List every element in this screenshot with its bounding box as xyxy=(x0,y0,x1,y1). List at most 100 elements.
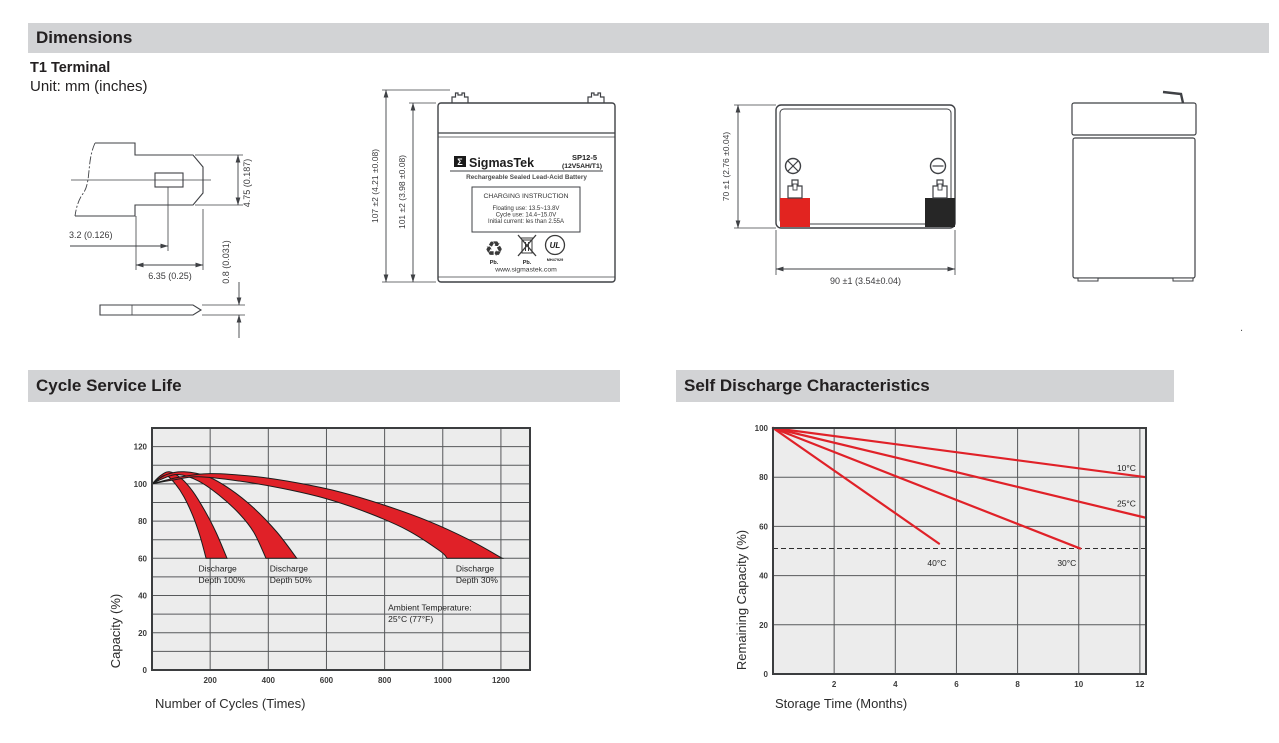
top-view-tab-right xyxy=(932,179,948,199)
x-tick-label: 1200 xyxy=(492,676,510,685)
charging-line2: Cycle use: 14.4~15.0V xyxy=(496,213,557,219)
charging-instruction-box xyxy=(471,186,581,233)
annotation-25-c: 25°C xyxy=(1117,499,1136,509)
y-tick-label: 60 xyxy=(759,522,768,531)
svg-text:Ambient Temperature:: Ambient Temperature: xyxy=(388,602,471,612)
annotation-40-c: 40°C xyxy=(927,558,946,568)
battery-type-line: Rechargeable Sealed Lead-Acid Battery xyxy=(466,174,587,181)
blade-top-view xyxy=(99,304,203,316)
svg-text:30°C: 30°C xyxy=(1057,558,1076,568)
svg-text:Discharge: Discharge xyxy=(456,563,495,573)
svg-text:25°C (77°F): 25°C (77°F) xyxy=(388,614,433,624)
negative-terminal-black-block xyxy=(925,198,955,227)
annotation-10-c: 10°C xyxy=(1117,463,1136,473)
plot-area xyxy=(773,428,1146,674)
charging-title: CHARGING INSTRUCTION xyxy=(484,193,569,200)
dim-hole-offset-label: 3.2 (0.126) xyxy=(69,230,113,240)
side-terminal-tab xyxy=(1162,90,1185,104)
x-axis-title: Number of Cycles (Times) xyxy=(155,696,305,711)
product-label: Σ SigmasTek SP12-5 (12V5AH/T1) Rechargea… xyxy=(450,153,603,274)
battery-front-view-drawing: 107 ±2 (4.21 ±0.08) 101 ±2 (3.98 ±0.08) … xyxy=(370,89,616,283)
x-tick-label: 2 xyxy=(832,680,837,689)
section-header-cycle-life: Cycle Service Life xyxy=(28,370,620,402)
y-tick-label: 20 xyxy=(759,621,768,630)
brand-name: SigmasTek xyxy=(469,156,534,170)
sigma-logo-letter: Σ xyxy=(457,157,463,167)
y-tick-label: 100 xyxy=(134,480,148,489)
plot-frame xyxy=(151,427,531,671)
model-number: SP12-5 xyxy=(572,153,597,162)
dim-container-height-label: 101 ±2 (3.98 ±0.08) xyxy=(397,155,407,229)
y-tick-label: 0 xyxy=(143,666,148,675)
x-tick-label: 8 xyxy=(1015,680,1020,689)
dim-blade-height-label: 4.75 (0.187) xyxy=(242,159,252,208)
pb-bin-label: Pb. xyxy=(523,260,532,266)
line-10-c xyxy=(771,426,1148,479)
x-tick-label: 12 xyxy=(1135,680,1144,689)
y-tick-label: 40 xyxy=(759,572,768,581)
y-tick-label: 40 xyxy=(138,592,147,601)
svg-text:Depth 30%: Depth 30% xyxy=(456,575,498,585)
x-tick-label: 600 xyxy=(320,676,334,685)
y-tick-label: 80 xyxy=(138,517,147,526)
unit-note: Unit: mm (inches) xyxy=(30,78,148,95)
side-view-outline xyxy=(1071,90,1197,282)
svg-text:Discharge: Discharge xyxy=(270,563,309,573)
stray-mark: . xyxy=(1240,322,1244,334)
x-tick-label: 10 xyxy=(1074,680,1083,689)
top-view-tab-left xyxy=(787,179,803,199)
front-view-outline xyxy=(382,89,616,283)
terminal-type-label: T1 Terminal xyxy=(30,60,111,76)
front-terminal-right xyxy=(587,92,605,103)
terminal-outline xyxy=(70,142,245,338)
top-view-outline xyxy=(734,104,956,275)
battery-side-view-drawing xyxy=(1071,90,1197,282)
y-tick-label: 0 xyxy=(764,670,769,679)
sigma-logo-icon xyxy=(454,156,466,167)
x-tick-label: 800 xyxy=(378,676,392,685)
svg-text:10°C: 10°C xyxy=(1117,463,1136,473)
annotation-discharge: Discharge Depth 50% xyxy=(270,563,312,585)
plot-frame xyxy=(772,427,1147,675)
band-discharge-depth-50 xyxy=(151,471,298,559)
website-text: www.sigmastek.com xyxy=(494,267,557,274)
ul-code: MH47929 xyxy=(547,258,563,262)
section-header-self-discharge: Self Discharge Characteristics xyxy=(676,370,1174,402)
y-tick-label: 120 xyxy=(134,443,148,452)
battery-top-view-drawing: 70 ±1 (2.76 ±0.04) 90 ±1 (3.54±0.04) xyxy=(721,104,956,286)
self-discharge-chart: 2 4 6 8 10 12 0 20 40 60 80 100 Remaining Capacity (… xyxy=(734,424,1148,711)
svg-text:Depth 50%: Depth 50% xyxy=(270,575,312,585)
cycle-service-life-chart: 200 400 600 800 1000 1200 0 20 40 60 80 100 120 Capac… xyxy=(108,427,531,711)
y-axis-title: Remaining Capacity (%) xyxy=(734,530,749,670)
annotation-ambient-temperature: Ambient Temperature: 25°C (77°F) xyxy=(388,602,471,624)
dim-overall-height-label: 107 ±2 (4.21 ±0.08) xyxy=(370,149,380,223)
y-tick-label: 60 xyxy=(138,554,147,563)
ul-mark-icon: UL xyxy=(544,234,566,256)
charging-line3: Initial current: les than 2.55A xyxy=(488,219,564,225)
dim-blade-thickness-label: 0.8 (0.031) xyxy=(221,240,231,284)
pb-recycle-label: Pb. xyxy=(490,260,499,266)
x-axis-title: Storage Time (Months) xyxy=(775,696,907,711)
positive-terminal-icon xyxy=(784,157,802,175)
break-line xyxy=(74,142,96,217)
recycle-pb-icon: ♻ xyxy=(485,237,504,261)
grid-lines xyxy=(773,428,1146,674)
charging-line1: Floating use: 13.5~13.8V xyxy=(493,206,560,212)
y-axis-title: Capacity (%) xyxy=(108,594,123,668)
y-tick-label: 80 xyxy=(759,473,768,482)
tick-labels: 200 400 600 800 1000 1200 0 20 40 60 80 100 120 xyxy=(134,443,511,685)
negative-terminal-icon xyxy=(929,157,947,175)
x-tick-label: 4 xyxy=(893,680,898,689)
svg-text:25°C: 25°C xyxy=(1117,499,1136,509)
terminal-detail-drawing: 4.75 (0.187) 3.2 (0.126) 6.35 (0.25) 0.8… xyxy=(69,142,252,338)
crossed-bin-icon xyxy=(517,234,537,257)
svg-text:40°C: 40°C xyxy=(927,558,946,568)
band-discharge-depth-30 xyxy=(151,473,505,559)
line-30-c xyxy=(771,426,1082,550)
line-25-c xyxy=(771,426,1148,519)
annotation-30-c: 30°C xyxy=(1057,558,1076,568)
positive-terminal-red-block xyxy=(780,198,810,227)
tick-labels: 2 4 6 8 10 12 0 20 40 60 80 100 xyxy=(755,424,1145,689)
y-tick-label: 20 xyxy=(138,629,147,638)
